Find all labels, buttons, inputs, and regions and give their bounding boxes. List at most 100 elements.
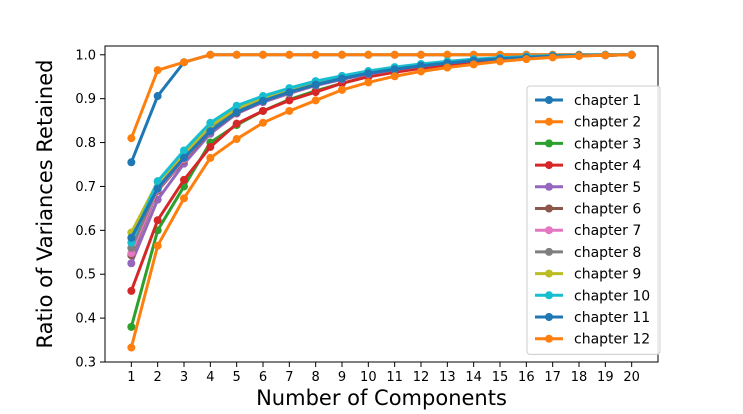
legend-marker	[545, 291, 553, 300]
x-tick-label: 6	[259, 370, 267, 385]
series-12	[127, 50, 636, 352]
data-point	[232, 101, 241, 110]
data-point	[180, 194, 188, 203]
data-point	[206, 153, 215, 162]
y-tick-label: 1.0	[75, 48, 96, 63]
x-tick-label: 5	[233, 370, 241, 385]
x-axis-title: Number of Components	[256, 386, 507, 410]
data-point	[575, 52, 583, 61]
data-point	[153, 216, 162, 225]
legend-item: chapter 7	[535, 223, 641, 239]
legend-label: chapter 8	[574, 245, 641, 261]
legend-item: chapter 3	[535, 136, 641, 152]
data-point	[522, 55, 531, 64]
legend-label: chapter 2	[574, 115, 641, 131]
data-point	[127, 322, 136, 331]
data-point	[259, 50, 267, 59]
legend-item: chapter 8	[535, 245, 641, 261]
data-point	[180, 146, 188, 155]
data-point	[180, 153, 188, 162]
data-point	[153, 177, 162, 186]
legend-marker	[545, 247, 553, 256]
data-point	[338, 85, 346, 94]
data-point	[232, 119, 241, 128]
data-point	[127, 233, 136, 242]
data-point	[417, 61, 425, 70]
legend-label: chapter 6	[574, 202, 641, 218]
legend-item: chapter 12	[535, 332, 650, 348]
x-tick-label: 14	[465, 370, 482, 385]
data-point	[153, 184, 162, 193]
legend-label: chapter 9	[574, 267, 641, 283]
data-point	[153, 241, 162, 250]
data-point	[285, 106, 294, 115]
legend-marker	[545, 117, 553, 126]
data-point	[311, 88, 320, 97]
legend-marker	[545, 334, 553, 343]
data-point	[259, 118, 267, 127]
x-tick-label: 8	[312, 370, 320, 385]
data-point	[390, 65, 399, 74]
legend-item: chapter 1	[535, 93, 641, 109]
data-point	[496, 57, 504, 66]
legend-label: chapter 11	[574, 310, 650, 326]
y-tick-label: 0.7	[75, 180, 96, 195]
y-tick-label: 0.8	[75, 136, 96, 151]
data-point	[390, 50, 399, 59]
data-point	[338, 50, 346, 59]
data-point	[206, 127, 215, 136]
data-point	[206, 50, 215, 59]
data-point	[285, 96, 294, 105]
y-axis: 0.3 0.4 0.5 0.6 0.7 0.8 0.9 1.0	[75, 48, 105, 371]
data-point	[232, 50, 241, 59]
legend-label: chapter 12	[574, 332, 650, 348]
x-tick-label: 18	[571, 370, 588, 385]
data-point	[153, 92, 162, 101]
legend-marker	[545, 161, 553, 170]
x-tick-label: 17	[544, 370, 561, 385]
y-tick-label: 0.6	[75, 224, 96, 239]
data-point	[311, 50, 320, 59]
x-tick-label: 1	[127, 370, 135, 385]
y-tick-label: 0.4	[75, 312, 96, 327]
legend-item: chapter 10	[535, 288, 650, 304]
data-point	[232, 135, 241, 144]
y-tick-label: 0.9	[75, 92, 96, 107]
x-axis: 1 2 3 4 5 6 7 8 9 10 11 12 13 14 15 16 17 18 19 20	[127, 362, 640, 385]
legend-marker	[545, 139, 553, 148]
x-tick-label: 12	[413, 370, 430, 385]
plot-area	[127, 50, 636, 352]
legend-marker	[545, 204, 553, 213]
data-point	[285, 50, 294, 59]
legend-item: chapter 9	[535, 267, 641, 283]
legend-label: chapter 7	[574, 223, 641, 239]
data-point	[127, 158, 136, 167]
data-point	[206, 118, 215, 127]
data-point	[417, 50, 425, 59]
data-point	[469, 60, 478, 69]
legend-item: chapter 11	[535, 310, 650, 326]
series-line	[129, 53, 632, 348]
x-tick-label: 13	[439, 370, 456, 385]
x-tick-label: 4	[206, 370, 214, 385]
legend-item: chapter 6	[535, 202, 641, 218]
data-point	[153, 66, 162, 75]
data-point	[232, 108, 241, 117]
legend-item: chapter 5	[535, 180, 641, 196]
data-point	[311, 96, 320, 105]
data-point	[443, 63, 452, 72]
data-point	[601, 51, 610, 60]
y-axis-title: Ratio of Variances Retained	[33, 60, 57, 349]
legend-label: chapter 4	[574, 158, 641, 174]
legend-marker	[545, 313, 553, 321]
x-tick-label: 19	[597, 370, 614, 385]
data-point	[127, 259, 136, 268]
data-point	[180, 175, 188, 184]
data-point	[417, 67, 425, 76]
data-point	[364, 50, 373, 59]
legend-item: chapter 2	[535, 115, 641, 131]
x-tick-label: 11	[386, 370, 403, 385]
data-point	[259, 96, 267, 105]
data-point	[364, 78, 373, 87]
data-point	[127, 343, 136, 352]
